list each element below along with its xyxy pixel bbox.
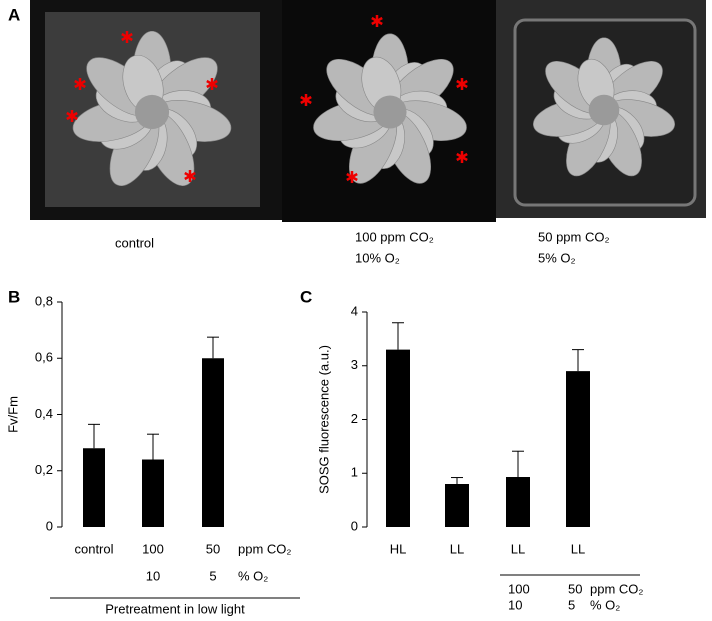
bar <box>386 349 410 527</box>
y-tick-label: 0 <box>351 518 358 533</box>
y-tick-label: 0 <box>46 518 53 533</box>
x-sub-label: 50 <box>568 581 582 596</box>
panel-label: A <box>8 5 20 24</box>
bar <box>202 358 224 527</box>
y-tick-label: 2 <box>351 411 358 426</box>
x-tick-label: LL <box>571 541 585 556</box>
y-tick-label: 0,4 <box>35 406 53 421</box>
bar <box>83 448 105 527</box>
asterisk <box>300 95 312 105</box>
asterisk <box>456 152 468 162</box>
x-tick-label: LL <box>511 541 525 556</box>
y-tick-label: 1 <box>351 465 358 480</box>
rosette-center <box>373 95 407 129</box>
asterisk <box>184 171 196 181</box>
row-label: ppm CO₂ <box>238 541 291 556</box>
asterisk <box>121 32 133 42</box>
row-label: % O₂ <box>590 597 620 612</box>
rosette-center <box>588 94 620 126</box>
rosette-center <box>134 94 170 130</box>
caption: 50 ppm CO₂ <box>538 229 610 244</box>
y-tick-label: 0,6 <box>35 350 53 365</box>
asterisk <box>206 79 218 89</box>
caption: 10% O₂ <box>355 250 400 265</box>
y-axis-label: Fv/Fm <box>5 396 20 433</box>
asterisk <box>66 111 78 121</box>
panel-label: B <box>8 287 20 306</box>
panel-label: C <box>300 287 312 306</box>
y-axis-label: SOSG fluorescence (a.u.) <box>316 345 331 494</box>
x-tick-label: HL <box>390 541 407 556</box>
caption: 100 ppm CO₂ <box>355 229 434 244</box>
asterisk <box>346 172 358 182</box>
row-label: ppm CO₂ <box>590 581 643 596</box>
asterisk <box>456 79 468 89</box>
caption: control <box>115 235 154 250</box>
x-sub-label: 5 <box>209 568 216 583</box>
caption: 5% O₂ <box>538 250 576 265</box>
asterisk <box>371 16 383 26</box>
bar <box>566 371 590 527</box>
x-tick-label: 50 <box>206 541 220 556</box>
y-tick-label: 3 <box>351 357 358 372</box>
y-tick-label: 0,2 <box>35 462 53 477</box>
x-sub-label: 100 <box>508 581 530 596</box>
x-sub-label: 10 <box>508 597 522 612</box>
y-tick-label: 0,8 <box>35 293 53 308</box>
row-label: % O₂ <box>238 568 268 583</box>
bar <box>445 484 469 527</box>
x-sub-label: 10 <box>146 568 160 583</box>
x-tick-label: 100 <box>142 541 164 556</box>
x-tick-label: LL <box>450 541 464 556</box>
asterisk <box>74 79 86 89</box>
x-tick-label: control <box>74 541 113 556</box>
x-axis-label: Pretreatment in low light <box>105 601 245 616</box>
bar <box>142 459 164 527</box>
bar <box>506 477 530 527</box>
y-tick-label: 4 <box>351 303 358 318</box>
x-sub-label: 5 <box>568 597 575 612</box>
